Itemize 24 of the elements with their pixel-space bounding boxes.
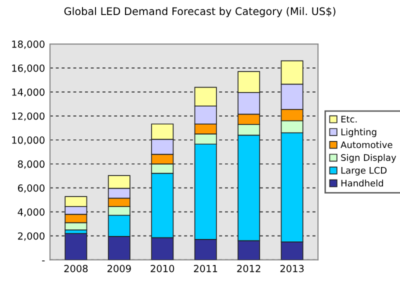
y-tick-label: - (42, 260, 45, 262)
legend-label: Automotive (340, 141, 392, 148)
y-tick-label: 2,000 (18, 232, 44, 241)
legend-label: Etc. (341, 116, 357, 123)
x-tick-label: 2008 (64, 264, 88, 272)
x-tick-label: 2009 (108, 264, 131, 272)
legend-label: Sign Display (341, 154, 396, 163)
y-tick-label: 4,000 (18, 208, 44, 217)
x-tick-label: 2011 (194, 264, 218, 272)
x-tick-label: 2010 (150, 264, 174, 272)
legend-label: Lighting (341, 128, 376, 138)
y-tick-label: 8,000 (18, 160, 44, 169)
x-tick-label: 2012 (237, 264, 260, 272)
y-tick-label: 10,000 (12, 136, 44, 145)
y-tick-label: 18,000 (12, 40, 44, 49)
legend-label: Handheld (341, 180, 384, 187)
legend-label: Large LCD (341, 166, 387, 176)
y-tick-label: 14,000 (12, 88, 44, 97)
chart-title: Global LED Demand Forecast by Category (Mil. US$) (64, 7, 336, 18)
y-tick-label: 16,000 (12, 64, 44, 73)
y-tick-label: 6,000 (18, 184, 44, 193)
x-tick-label: 2013 (280, 264, 304, 272)
bar (64, 233, 88, 260)
y-tick-label: 12,000 (12, 112, 44, 121)
